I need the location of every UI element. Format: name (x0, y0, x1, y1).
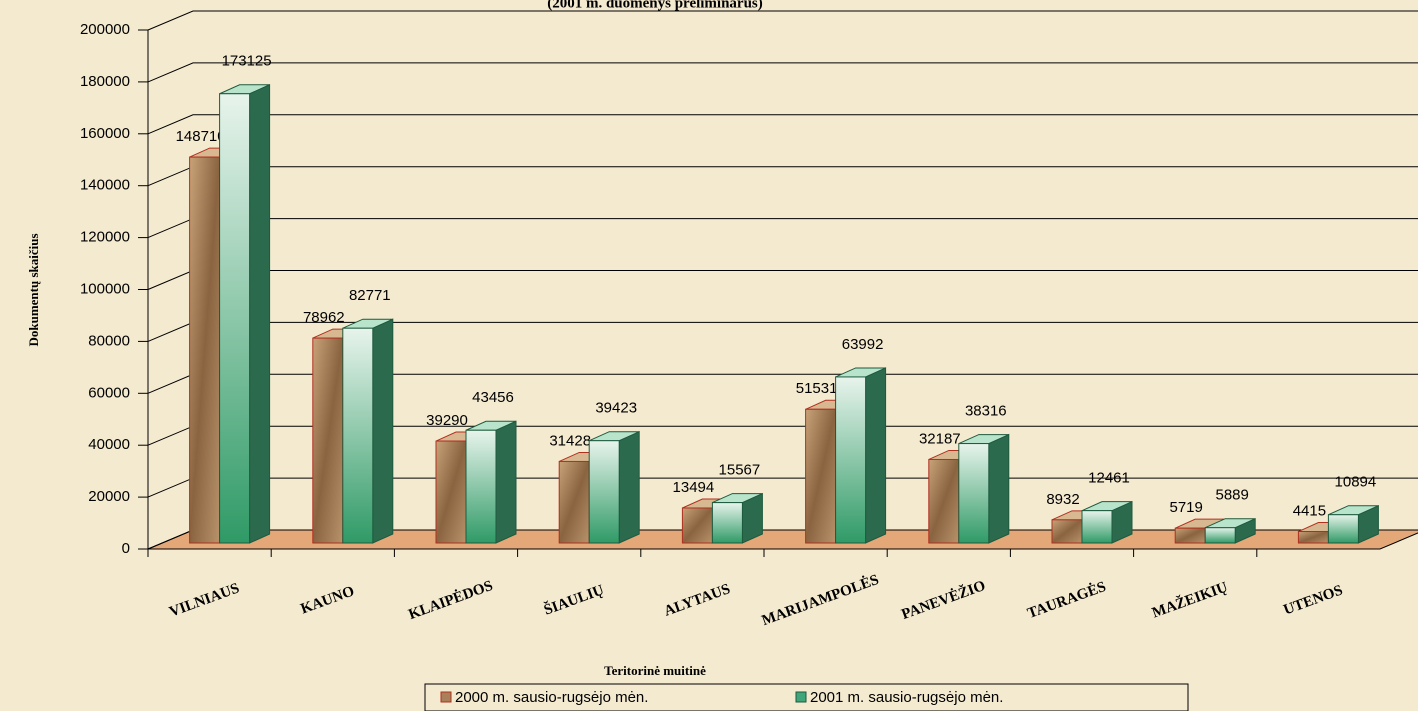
value-label: 63992 (842, 336, 884, 353)
x-tick-label: TAURAGĖS (1025, 578, 1108, 622)
bar-side (372, 318, 394, 544)
bar (1204, 527, 1236, 544)
bar (558, 460, 590, 544)
bar (711, 502, 743, 544)
y-tick-label: 80000 (88, 332, 130, 349)
value-label: 4415 (1293, 503, 1326, 520)
bar (835, 376, 867, 544)
y-tick-label: 200000 (80, 21, 130, 38)
bar (681, 507, 713, 544)
bar (342, 327, 374, 544)
grid-line (147, 62, 1418, 83)
x-tick-label: KLAIPĖDOS (406, 577, 495, 623)
x-tick-label: KAUNO (299, 583, 357, 617)
value-label: 39423 (595, 400, 637, 417)
y-tick-label: 160000 (80, 125, 130, 142)
y-tick-label: 140000 (80, 177, 130, 194)
bar (312, 337, 344, 544)
value-label: 78962 (303, 309, 345, 326)
bar-side (988, 433, 1010, 544)
bar (1327, 514, 1359, 544)
y-tick-label: 180000 (80, 73, 130, 90)
y-tick-label: 60000 (88, 384, 130, 401)
bar (588, 440, 620, 544)
value-label: 173125 (222, 53, 272, 70)
value-label: 38316 (965, 403, 1007, 420)
grid-line (147, 218, 1418, 239)
value-label: 43456 (472, 389, 514, 406)
grid-line (147, 114, 1418, 135)
legend-label: 2000 m. sausio-rugsėjo mėn. (455, 689, 648, 706)
x-tick-label: UTENOS (1281, 582, 1344, 618)
x-tick-label: VILNIAUS (167, 580, 241, 620)
y-tick-label: 0 (122, 540, 130, 557)
bar-side (495, 420, 517, 544)
bar (1081, 510, 1113, 544)
y-tick-label: 100000 (80, 280, 130, 297)
value-label: 12461 (1088, 470, 1130, 487)
bar-side (865, 367, 887, 544)
chart-title: (2001 m. duomenys preliminarūs) (547, 0, 763, 11)
value-label: 15567 (719, 462, 761, 479)
value-label: 51531 (796, 380, 838, 397)
value-label: 39290 (426, 412, 468, 429)
value-label: 10894 (1335, 474, 1377, 491)
x-tick-label: PANEVĖŽIO (899, 577, 988, 623)
grid-line (147, 166, 1418, 187)
value-label: 82771 (349, 287, 391, 304)
grid-line (147, 270, 1418, 290)
value-label: 148710 (176, 128, 226, 145)
bar-side (249, 83, 271, 544)
x-axis-title: Teritorinė muitinė (604, 663, 706, 678)
bar-side (618, 430, 640, 544)
value-label: 32187 (919, 430, 961, 447)
bar (435, 440, 467, 544)
bar (1297, 531, 1329, 544)
value-label: 8932 (1046, 491, 1079, 508)
bar (465, 429, 497, 544)
legend-label: 2001 m. sausio-rugsėjo mėn. (810, 689, 1003, 706)
x-tick-label: MAŽEIKIŲ (1150, 578, 1230, 621)
bar (928, 458, 960, 544)
legend-swatch (795, 691, 807, 703)
x-tick-label: MARIJAMPOLĖS (759, 571, 881, 629)
x-tick-label: ALYTAUS (662, 581, 733, 620)
bar (1174, 527, 1206, 544)
y-axis-title: Dokumentų skaičius (26, 233, 41, 346)
value-label: 5889 (1216, 487, 1249, 504)
value-label: 5719 (1170, 499, 1203, 516)
bar (1051, 519, 1083, 544)
y-tick-label: 20000 (88, 488, 130, 505)
value-label: 13494 (673, 479, 715, 496)
bar (219, 93, 251, 544)
grid-line (147, 10, 1418, 31)
bar (189, 156, 221, 544)
x-tick-label: ŠIAULIŲ (542, 581, 607, 618)
y-tick-label: 120000 (80, 229, 130, 246)
bar (958, 443, 990, 544)
bar (805, 408, 837, 544)
y-tick-label: 40000 (88, 436, 130, 453)
value-label: 31428 (549, 432, 591, 449)
legend-swatch (440, 691, 452, 703)
